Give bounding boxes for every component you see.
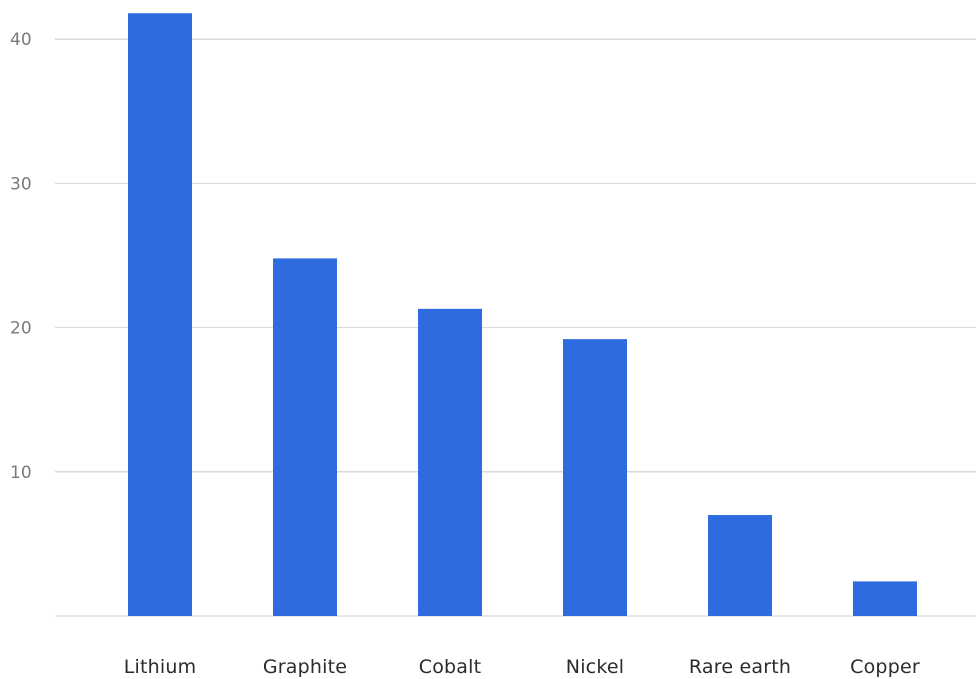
bar-copper — [853, 581, 917, 616]
x-tick-label-copper: Copper — [850, 656, 920, 678]
gridlines — [55, 38, 976, 617]
bar-rare-earth — [708, 515, 772, 616]
x-tick-label-rare-earth: Rare earth — [689, 656, 791, 678]
x-axis-ticks: Lithium Graphite Cobalt Nickel Rare earth Cop… — [124, 656, 920, 678]
x-tick-label-lithium: Lithium — [124, 656, 197, 678]
x-tick-label-nickel: Nickel — [566, 656, 624, 678]
y-tick-label-40: 40 — [10, 30, 32, 50]
y-tick-label-10: 10 — [10, 463, 32, 483]
bars — [128, 13, 917, 616]
bar-cobalt — [418, 308, 482, 616]
bar-nickel — [563, 339, 627, 616]
x-tick-label-cobalt: Cobalt — [419, 656, 482, 678]
bar-graphite — [273, 258, 337, 616]
x-tick-label-graphite: Graphite — [263, 656, 347, 678]
y-tick-label-20: 20 — [10, 319, 32, 339]
bar-lithium — [128, 13, 192, 616]
y-axis-ticks: 10 20 30 40 — [10, 30, 32, 483]
y-tick-label-30: 30 — [10, 174, 32, 194]
